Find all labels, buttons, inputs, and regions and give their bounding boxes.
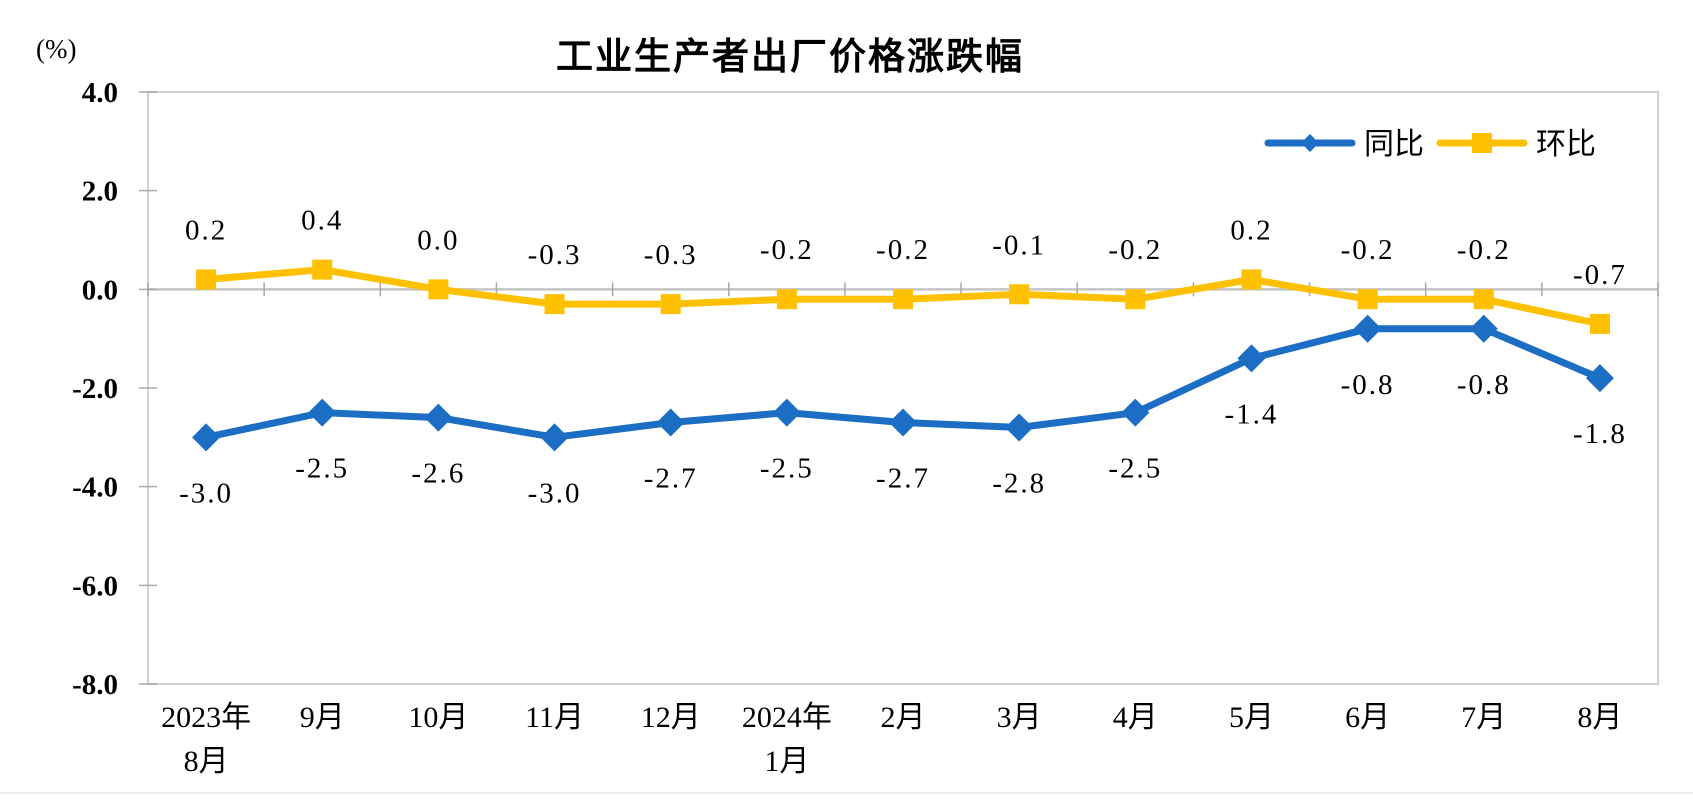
series-mom-data-label: -0.2 [1457,234,1511,266]
y-tick-label: 0.0 [82,274,118,306]
series-yoy-marker [1237,344,1266,373]
series-mom-data-label: -0.2 [760,234,814,266]
x-category-label: 6月 [1345,701,1390,734]
series-yoy-marker [889,408,917,437]
series-mom-marker [1241,269,1262,290]
series-mom-marker [196,269,217,290]
y-tick-label: -6.0 [72,570,118,602]
series-mom-marker [893,289,913,310]
legend-item-yoy: 同比 [1264,128,1424,161]
series-mom-data-label: -0.7 [1573,259,1627,291]
legend-item-mom: 环比 [1436,128,1596,161]
x-category-label: 5月 [1229,701,1274,734]
series-mom-marker [312,259,333,280]
series-mom-marker [1009,284,1030,305]
series-yoy-data-label: -1.4 [1225,398,1279,430]
y-axis-unit-label: (%) [36,34,77,64]
series-yoy-marker [772,398,801,427]
series-yoy-data-label: -1.8 [1573,418,1627,450]
series-mom-data-label: -0.2 [876,234,930,266]
series-yoy-marker [1585,364,1614,393]
series-yoy-marker [192,423,221,452]
legend-marker-mom [1472,133,1492,153]
series-yoy-marker [656,408,685,437]
series-yoy-data-label: -3.0 [528,477,582,509]
series-mom-data-label: 0.0 [417,224,459,256]
y-tick-label: -4.0 [72,472,118,504]
series-yoy-data-label: -3.0 [179,477,233,509]
x-category-label: 3月 [997,701,1042,734]
chart-title: 工业生产者出厂价格涨跌幅 [556,36,1024,77]
series-yoy-marker [424,403,453,432]
x-category-label: 11月 [525,701,584,734]
x-category-label: 4月 [1113,701,1158,734]
series-yoy-data-label: -2.7 [644,463,698,495]
series-mom-marker [544,294,565,315]
y-tick-label: 4.0 [82,77,118,109]
series-yoy-marker [1121,398,1150,427]
series-mom-marker [1589,313,1610,334]
series-mom-data-label: -0.2 [1108,234,1162,266]
series-yoy-marker [540,423,569,452]
x-category-label: 2023年 8月 [161,701,251,778]
plot-border [147,91,1659,685]
series-mom-marker [776,289,797,310]
series-yoy-data-label: -2.8 [992,467,1046,499]
series-yoy-data-label: -0.8 [1341,369,1395,401]
series-mom-data-label: -0.3 [644,239,698,271]
series-mom-data-label: -0.3 [528,239,582,271]
series-mom-data-label: 0.2 [1230,214,1272,246]
series-mom-marker [1125,289,1146,310]
series-yoy-data-label: -0.8 [1457,369,1511,401]
series-yoy-data-label: -2.5 [1108,453,1162,485]
series-mom-data-label: -0.2 [1341,234,1395,266]
series-yoy-data-label: -2.5 [760,453,814,485]
legend-marker-yoy [1301,134,1319,152]
series-mom-data-label: 0.2 [185,214,227,246]
series-yoy-marker [1469,314,1498,343]
y-tick-label: 2.0 [82,176,118,208]
series-mom-marker [660,294,681,315]
x-category-label: 10月 [408,701,468,734]
series-mom-marker [1357,289,1378,310]
x-category-label: 8月 [1577,701,1622,734]
series-mom-marker [428,279,449,300]
series-mom-data-label: -0.1 [992,229,1046,261]
series-yoy-data-label: -2.6 [411,458,465,490]
legend: 同比 环比 [1264,128,1596,161]
y-tick-label: -2.0 [72,373,118,405]
legend-label-yoy: 同比 [1364,128,1424,161]
series-yoy: -3.0 -2.5 -2.6 -3.0 -2.7 -2.5 -2.7 -2.8 -2.5 -1.4… [179,314,1627,509]
x-category-label: 12月 [641,701,701,734]
series-yoy-data-label: -2.7 [876,463,930,495]
y-tick-label: -8.0 [72,669,118,701]
legend-label-mom: 环比 [1536,128,1596,161]
page-bottom-divider [0,792,1693,794]
series-yoy-marker [1353,314,1382,343]
series-mom-marker [1473,289,1494,310]
x-category-label: 2月 [881,701,926,734]
x-category-label: 2024年 1月 [742,701,832,778]
series-yoy-data-label: -2.5 [295,453,349,485]
series-mom-data-label: 0.4 [301,205,343,237]
series-yoy-marker [1005,413,1034,442]
series-mom: 0.2 0.4 0.0 -0.3 -0.3 -0.2 -0.2 -0.1 -0.2 0.2 -0.2… [185,205,1627,334]
x-category-label: 9月 [300,701,345,734]
x-category-label: 7月 [1461,701,1506,734]
series-yoy-marker [308,398,337,427]
